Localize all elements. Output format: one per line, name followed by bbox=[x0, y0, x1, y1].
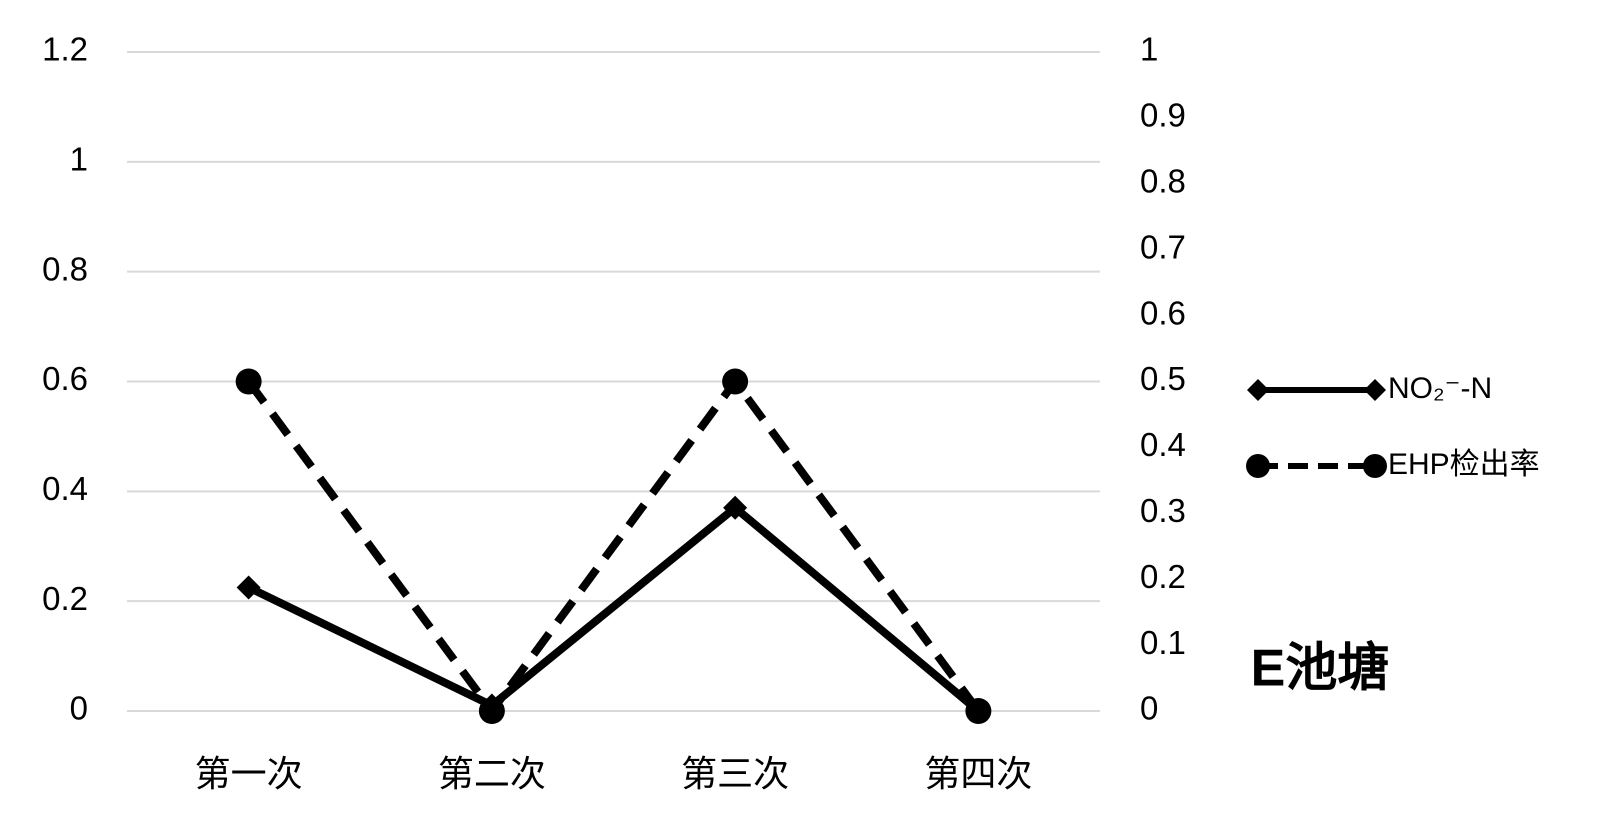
marker bbox=[722, 368, 749, 395]
marker bbox=[235, 368, 262, 395]
y-tick-label: 1 bbox=[70, 141, 88, 178]
x-tick-label: 第二次 bbox=[438, 754, 546, 795]
legend-label: NO₂⁻-N bbox=[1388, 372, 1492, 405]
y-tick-label: 0.8 bbox=[42, 250, 88, 287]
legend-label: EHP检出率 bbox=[1388, 448, 1540, 481]
legend-marker bbox=[1247, 379, 1269, 401]
legend-marker bbox=[1363, 454, 1387, 478]
y2-tick-label: 0.6 bbox=[1140, 294, 1186, 331]
y-tick-label: 0 bbox=[70, 690, 88, 727]
series-line bbox=[246, 503, 981, 715]
marker bbox=[478, 698, 505, 724]
y-tick-label: 0.6 bbox=[42, 360, 88, 397]
y2-tick-label: 0.8 bbox=[1140, 163, 1186, 200]
y2-tick-label: 0.5 bbox=[1140, 360, 1186, 397]
y-tick-label: 0.4 bbox=[42, 470, 88, 507]
marker bbox=[236, 575, 261, 600]
x-tick-label: 第三次 bbox=[681, 754, 789, 795]
annotation: E池塘 bbox=[1251, 640, 1390, 698]
marker bbox=[965, 698, 992, 724]
series-line bbox=[245, 377, 982, 715]
marker bbox=[723, 495, 748, 520]
legend-marker bbox=[1246, 454, 1270, 478]
y2-tick-label: 0.3 bbox=[1140, 492, 1186, 529]
y-tick-label: 0.2 bbox=[42, 580, 88, 617]
y-tick-label: 1.2 bbox=[42, 31, 88, 68]
x-tick-label: 第四次 bbox=[924, 754, 1032, 795]
legend-marker bbox=[1364, 379, 1386, 401]
y2-tick-label: 1 bbox=[1140, 31, 1158, 68]
x-tick-label: 第一次 bbox=[195, 754, 303, 795]
y2-tick-label: 0.1 bbox=[1140, 624, 1186, 661]
y2-tick-label: 0.7 bbox=[1140, 228, 1186, 265]
y2-tick-label: 0 bbox=[1140, 690, 1158, 727]
y2-tick-label: 0.2 bbox=[1140, 558, 1186, 595]
y2-tick-label: 0.4 bbox=[1140, 426, 1186, 463]
y2-tick-label: 0.9 bbox=[1140, 97, 1186, 134]
